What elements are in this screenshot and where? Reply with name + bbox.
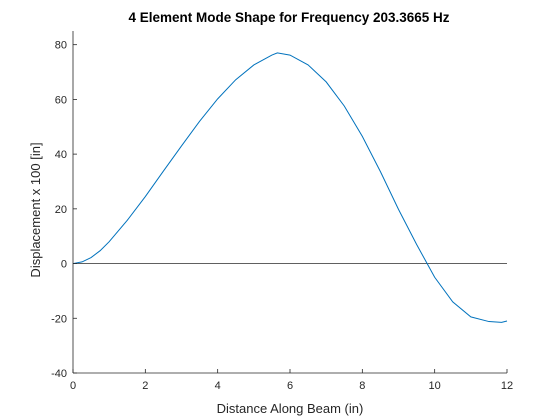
y-tick-label: 0: [61, 259, 67, 271]
x-tick-label: 2: [142, 380, 148, 392]
x-tick-label: 8: [359, 380, 365, 392]
x-axis-label: Distance Along Beam (in): [217, 401, 364, 416]
y-tick-label: 80: [55, 40, 67, 52]
series-line: [72, 52, 508, 323]
y-tick-label: 20: [55, 204, 67, 216]
x-tick-label: 4: [215, 380, 221, 392]
x-tick-label: 0: [70, 380, 76, 392]
x-tick-label: 12: [501, 380, 513, 392]
x-tick-label: 6: [287, 380, 293, 392]
x-axis: 0 2 4 6 8 10 12: [70, 369, 513, 392]
y-tick-label: -20: [51, 313, 67, 325]
y-axis: -40 -20 0 20 40 60 80: [51, 31, 77, 380]
x-tick-label: 10: [429, 380, 441, 392]
y-tick-label: 60: [55, 94, 67, 106]
y-axis-label: Displacement x 100 [in]: [28, 142, 43, 277]
chart-title: 4 Element Mode Shape for Frequency 203.3…: [128, 10, 449, 25]
y-tick-label: -40: [51, 368, 67, 380]
plot-area: [72, 52, 508, 323]
y-tick-label: 40: [55, 149, 67, 161]
